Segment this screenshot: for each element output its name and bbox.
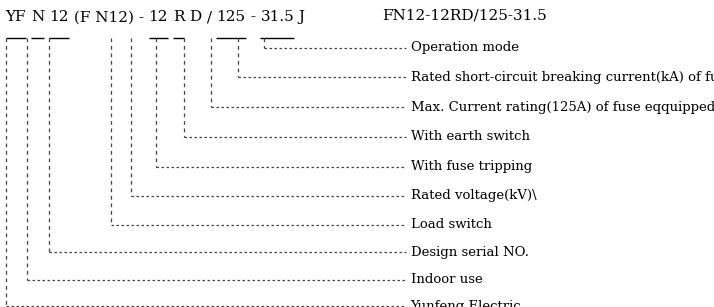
Text: D: D [189,10,201,25]
Text: With fuse tripping: With fuse tripping [411,160,532,173]
Text: R: R [173,10,184,25]
Text: 31.5: 31.5 [261,10,294,25]
Text: Rated voltage(kV)\: Rated voltage(kV)\ [411,189,536,202]
Text: J: J [294,10,305,25]
Text: Design serial NO.: Design serial NO. [411,246,528,259]
Text: 12: 12 [49,10,69,25]
Text: FN12-12RD/125-31.5: FN12-12RD/125-31.5 [382,9,547,23]
Text: (F N12) -: (F N12) - [69,10,149,25]
Text: Indoor use: Indoor use [411,274,482,286]
Text: Operation mode: Operation mode [411,41,518,54]
Text: With earth switch: With earth switch [411,130,530,143]
Text: 125: 125 [216,10,246,25]
Text: Load switch: Load switch [411,218,491,231]
Text: YF: YF [6,10,26,25]
Text: Rated short-circuit breaking current(kA) of fuse: Rated short-circuit breaking current(kA)… [411,71,714,84]
Text: 12: 12 [149,10,168,25]
Text: N: N [31,10,44,25]
Text: Max. Current rating(125A) of fuse eqquipped: Max. Current rating(125A) of fuse eqquip… [411,101,714,114]
Text: -: - [246,10,261,25]
Text: Yunfeng Electric: Yunfeng Electric [411,300,521,307]
Text: /: / [201,10,216,25]
